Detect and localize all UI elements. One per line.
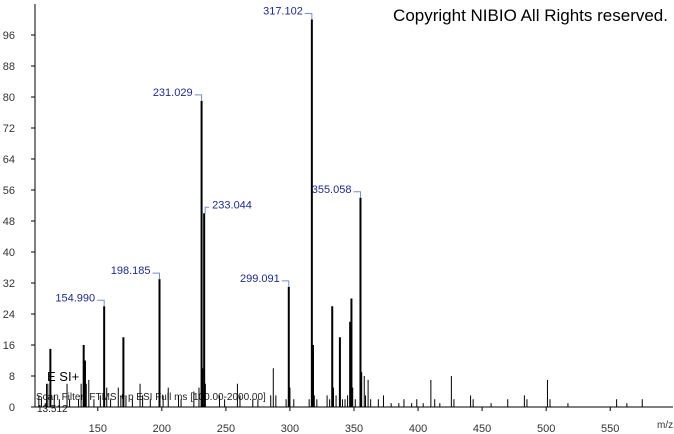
- x-tick-label: 150: [89, 423, 107, 434]
- y-tick-label: 8: [9, 371, 15, 383]
- label-bracket: [353, 191, 361, 198]
- label-bracket: [281, 280, 290, 287]
- copyright: Copyright NIBIO All Rights reserved.: [393, 6, 668, 25]
- label-bracket: [304, 13, 313, 20]
- x-tick-label: 300: [281, 423, 299, 434]
- peak-label: 233.044: [212, 199, 252, 211]
- retention-time: 13.512: [37, 404, 68, 415]
- label-bracket: [152, 272, 161, 280]
- label-bracket: [204, 206, 210, 214]
- y-tick-label: 80: [3, 92, 15, 104]
- y-tick-label: 48: [3, 216, 15, 228]
- y-tick-label: 72: [3, 123, 15, 135]
- label-bracket: [194, 94, 203, 101]
- x-axis-label: m/z: [657, 420, 673, 431]
- x-tick-label: 450: [473, 423, 491, 434]
- y-tick-label: 24: [3, 309, 15, 321]
- label-bracket: [97, 299, 105, 307]
- y-tick-label: 88: [3, 61, 15, 73]
- peak-label: 317.102: [263, 6, 303, 18]
- y-tick-label: 0: [9, 402, 15, 414]
- y-tick-label: 40: [3, 247, 15, 259]
- x-tick-label: 550: [601, 423, 619, 434]
- scan-filter: Scan Filter: FTMS + p ESI Full ms [100.0…: [36, 392, 266, 403]
- x-tick-label: 200: [153, 423, 171, 434]
- peak-label: 231.029: [153, 87, 193, 99]
- y-tick-label: 56: [3, 185, 15, 197]
- y-tick-label: 96: [3, 30, 15, 42]
- x-tick-label: 500: [537, 423, 555, 434]
- x-tick-label: 350: [345, 423, 363, 434]
- y-tick-label: 64: [3, 154, 15, 166]
- peak-label: 198.185: [111, 265, 151, 277]
- y-tick-label: 16: [3, 340, 15, 352]
- polarity: E SI+: [47, 369, 79, 384]
- peak-label: 299.091: [240, 273, 280, 285]
- x-tick-label: 250: [217, 423, 235, 434]
- peak-label: 355.058: [312, 184, 352, 196]
- y-tick-label: 32: [3, 278, 15, 290]
- x-tick-label: 400: [409, 423, 427, 434]
- peak-label: 154.990: [55, 292, 95, 304]
